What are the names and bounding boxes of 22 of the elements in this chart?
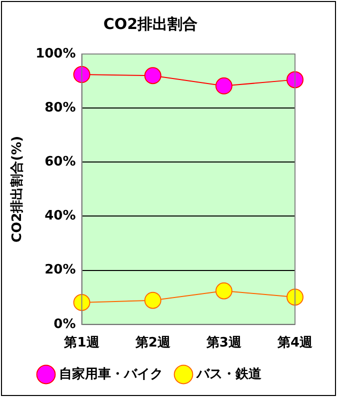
x-tick-label: 第3週 <box>205 336 242 351</box>
y-tick-label: 100% <box>36 46 76 62</box>
point <box>215 282 232 300</box>
point <box>73 66 90 84</box>
x-tick-label: 第4週 <box>276 336 314 351</box>
legend-label: バス・鉄道 <box>196 366 262 382</box>
point <box>73 294 90 311</box>
x-tick-label: 第2週 <box>134 336 172 351</box>
y-tick-label: 40% <box>44 208 76 224</box>
y-axis-title: CO2排出割合(%) <box>9 136 26 242</box>
x-tick-label: 第1週 <box>63 336 100 351</box>
point <box>215 77 232 94</box>
point <box>144 67 162 84</box>
point <box>286 288 304 306</box>
chart-title: CO2排出割合 <box>103 14 198 33</box>
legend-label: 自家用車・バイク <box>59 366 163 382</box>
y-tick-label: 80% <box>44 100 76 116</box>
y-tick-label: 60% <box>44 154 76 170</box>
y-tick-label: 0% <box>54 316 76 332</box>
y-tick-label: 20% <box>44 262 76 278</box>
point <box>286 71 304 88</box>
point <box>144 292 162 309</box>
